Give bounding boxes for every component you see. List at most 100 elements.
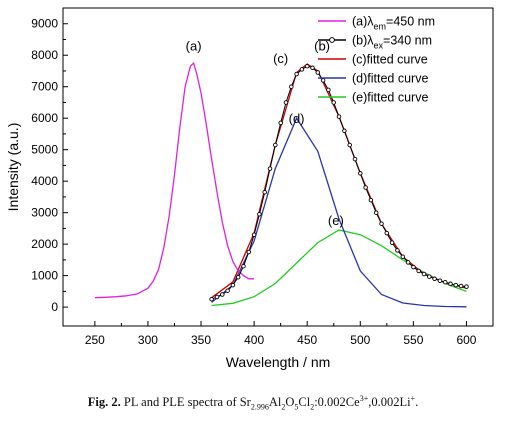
annotation-label: (e) xyxy=(328,213,344,228)
series-b-point xyxy=(427,274,432,279)
x-tick-label: 500 xyxy=(350,333,370,347)
series-b-point xyxy=(405,260,411,265)
plot-frame xyxy=(62,7,494,327)
series-b-point xyxy=(230,282,236,288)
series-b-point xyxy=(299,67,305,72)
x-tick-label: 550 xyxy=(403,333,423,347)
legend-marker-b xyxy=(329,37,335,43)
series-b-point xyxy=(458,283,464,289)
series-b-point xyxy=(400,254,406,259)
annotation-label: (c) xyxy=(273,51,288,66)
legend-label-subscript: ex xyxy=(374,41,384,51)
x-tick-label: 400 xyxy=(244,333,264,347)
y-axis-label: Intensity (a.u.) xyxy=(5,123,21,212)
series-b-point xyxy=(347,142,352,148)
y-tick-label: 4000 xyxy=(31,174,58,188)
y-tick-label: 2000 xyxy=(31,237,58,251)
series-b-point xyxy=(331,100,336,105)
series-b-point xyxy=(352,156,358,162)
series-b-point xyxy=(304,63,310,69)
series-b-point xyxy=(278,120,283,126)
series-b-point xyxy=(251,232,257,237)
series-b-point xyxy=(214,294,220,300)
series-a-line xyxy=(94,61,255,299)
figure-caption: Fig. 2. PL and PLE spectra of Sr2.996Al2… xyxy=(0,394,506,412)
annotation-label: (b) xyxy=(314,39,330,54)
series-b-point xyxy=(241,263,246,269)
series-b-point xyxy=(257,211,262,217)
series-b-point xyxy=(464,284,469,289)
y-tick-label: 6000 xyxy=(31,111,58,125)
legend-label-suffix: =340 nm xyxy=(383,34,432,48)
legend-label-prefix: (b) xyxy=(352,34,367,48)
x-tick-label: 450 xyxy=(297,333,317,347)
legend-label-c: (c)fitted curve xyxy=(352,53,428,67)
caption-sup-1: 3+ xyxy=(359,394,369,403)
series-b-point xyxy=(235,274,241,280)
caption-sub-4: 2 xyxy=(310,402,315,412)
series-b-point xyxy=(448,281,453,287)
caption-text-6: ,0.002Li xyxy=(368,395,411,410)
annotation-label: (a) xyxy=(186,39,202,54)
axis-ticks: 250 300 350 400 450 500 550 6000100020003000400… xyxy=(31,17,476,347)
series-b-point xyxy=(342,128,347,134)
legend-label-e: (e)fitted curve xyxy=(352,91,428,105)
series-layer xyxy=(94,61,469,308)
y-tick-label: 8000 xyxy=(31,48,58,62)
x-tick-label: 350 xyxy=(191,333,211,347)
series-b-point xyxy=(384,230,390,236)
caption-text-3: O xyxy=(285,395,295,410)
series-b-point xyxy=(310,65,315,71)
caption-sub-2: 2 xyxy=(281,402,286,412)
y-tick-label: 7000 xyxy=(31,80,58,94)
legend-label-prefix: (a) xyxy=(352,15,367,29)
legend-label-a: (a)λem=450 nm xyxy=(352,15,435,32)
legend-label-d: (d)fitted curve xyxy=(352,72,428,86)
x-tick-label: 250 xyxy=(85,333,105,347)
caption-text-7: . xyxy=(415,395,419,410)
caption-sup-2: + xyxy=(410,394,416,403)
series-b-point xyxy=(220,292,225,297)
series-b-point xyxy=(283,100,289,105)
y-tick-label: 3000 xyxy=(31,206,58,220)
legend-label-symbol: λ xyxy=(367,15,374,29)
caption-text-1: PL and PLE spectra of Sr xyxy=(120,395,251,410)
series-b-point xyxy=(373,210,379,215)
x-tick-label: 600 xyxy=(456,333,476,347)
series-b-point xyxy=(267,166,273,171)
series-b-point xyxy=(411,264,416,270)
series-b-point xyxy=(320,78,326,83)
caption-text-5: :0.002Ce xyxy=(314,395,360,410)
series-b-point xyxy=(209,296,214,302)
x-axis-label: Wavelength / nm xyxy=(226,354,331,370)
y-tick-label: 5000 xyxy=(31,143,58,157)
series-b-point xyxy=(442,279,448,285)
series-b-point xyxy=(379,221,384,226)
annotation-label: (d) xyxy=(289,111,305,126)
series-b-point xyxy=(289,84,294,89)
caption-text-4: Cl xyxy=(298,395,311,410)
legend-label-symbol: λ xyxy=(367,34,374,48)
x-tick-label: 300 xyxy=(138,333,158,347)
series-b-point xyxy=(368,197,374,203)
series-b-point xyxy=(294,71,299,77)
series-b-point xyxy=(315,70,321,75)
series-b-point xyxy=(416,268,421,274)
legend: (a)λem=450 nm(b)λex=340 nm(c)fitted curv… xyxy=(318,15,435,105)
y-tick-label: 0 xyxy=(51,300,58,314)
series-b-point xyxy=(225,288,230,293)
series-b-point xyxy=(246,249,252,255)
curve-annotations: (a) (c) (b) (d) (e) xyxy=(186,39,344,229)
series-b-point xyxy=(273,142,278,148)
legend-label-subscript: em xyxy=(374,22,387,32)
series-b-point xyxy=(437,278,443,283)
y-tick-label: 9000 xyxy=(31,17,58,31)
series-d-line xyxy=(211,116,467,308)
caption-sub-3: 5 xyxy=(294,402,299,412)
caption-text-2: Al xyxy=(268,395,282,410)
series-b-point xyxy=(421,271,427,277)
y-tick-label: 1000 xyxy=(31,269,58,283)
series-b-point xyxy=(453,282,459,288)
legend-label-b: (b)λex=340 nm xyxy=(352,34,432,51)
